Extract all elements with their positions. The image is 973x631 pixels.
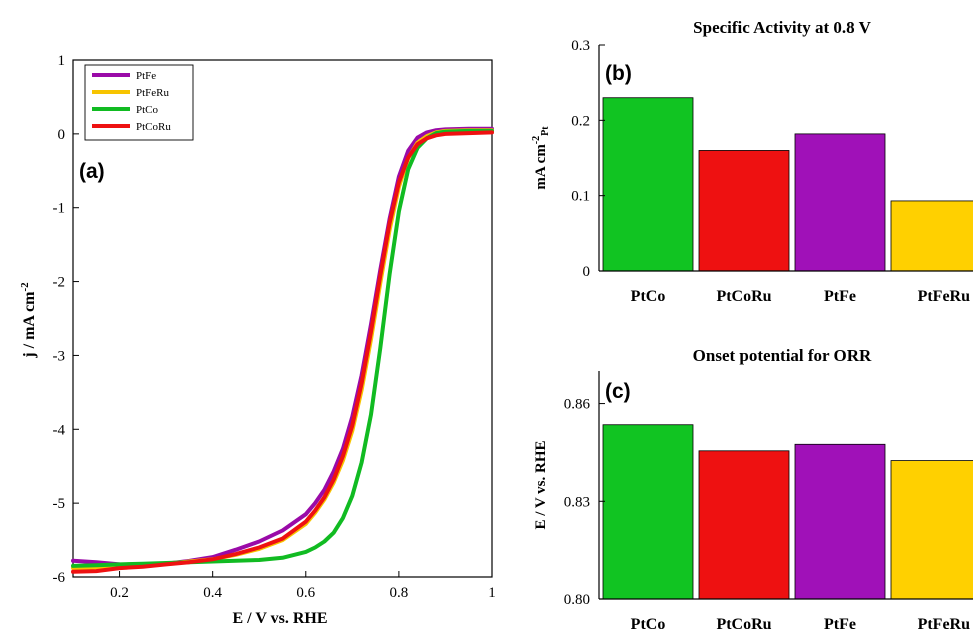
x-axis-title-a: E / V vs. RHE: [233, 610, 328, 627]
y-axis-title-b-sup: -2: [531, 136, 542, 144]
x-tick-labels-c: PtCo PtCoRu PtFe PtFeRu: [631, 616, 970, 631]
legend-label: PtCo: [136, 104, 159, 116]
x-tick-label: PtCo: [631, 616, 666, 631]
panel-c-bar-chart: Onset potential for ORR 0.80 0.83 0.86 PtC…: [533, 346, 973, 631]
x-tick-label: PtCo: [631, 288, 666, 305]
x-tick-label: 0.8: [390, 585, 409, 601]
bar-ptferu: [890, 460, 973, 600]
legend-label: PtFe: [136, 70, 156, 82]
y-tick-label: 0.86: [564, 397, 591, 413]
y-tick-label: -6: [53, 570, 66, 586]
x-tick-labels-b: PtCo PtCoRu PtFe PtFeRu: [631, 288, 970, 305]
chart-title-b: Specific Activity at 0.8 V: [693, 18, 871, 37]
x-tick-label: 0.6: [296, 585, 315, 601]
panel-label-b: (b): [605, 62, 632, 85]
bars-b: [602, 97, 973, 272]
x-tick-label: PtCoRu: [716, 616, 771, 631]
y-tick-label: -2: [53, 275, 66, 291]
bars-c: [602, 424, 973, 600]
y-tick-label: 0.2: [571, 113, 590, 129]
series-line-ptferu: [71, 128, 494, 571]
y-tick-label: 0: [58, 127, 66, 143]
series-line-ptfe: [71, 126, 494, 568]
y-axis-title-b-sub: Pt: [540, 126, 551, 136]
bar-ptco: [602, 424, 694, 600]
y-axis-title-a: j / mA cm-2: [19, 282, 38, 359]
x-tick-label: 1: [488, 585, 496, 601]
bar-ptco: [602, 97, 694, 272]
series-line-ptco: [71, 128, 494, 568]
y-tick-label: -4: [53, 422, 66, 438]
y-tick-label: -5: [53, 496, 66, 512]
series-lines-a: [71, 126, 494, 574]
y-tick-label: 0: [583, 264, 591, 280]
panel-a-line-chart: 0.2 0.4 0.6 0.8 1 1 0 -1 -2 -3 -4 -5 -6 (a) E / V v…: [19, 53, 496, 627]
bar-ptfe: [794, 443, 886, 600]
y-ticks-c: 0.80 0.83 0.86: [564, 397, 605, 608]
legend-label: PtCoRu: [136, 121, 171, 133]
panel-label-c: (c): [605, 380, 631, 403]
x-tick-label: PtCoRu: [716, 288, 771, 305]
bar-ptfe: [794, 133, 886, 272]
x-tick-label: PtFe: [824, 288, 856, 305]
y-axis-title-a-main: j / mA cm: [21, 291, 38, 359]
legend-a: PtFe PtFeRu PtCo PtCoRu: [84, 64, 194, 141]
panel-b-bar-chart: Specific Activity at 0.8 V 0 0.1 0.2 0.3 Pt…: [531, 18, 973, 305]
y-tick-label: 0.83: [564, 494, 590, 510]
x-tick-label: 0.2: [110, 585, 129, 601]
y-axis-title-c: E / V vs. RHE: [533, 440, 549, 529]
legend-entries-a: PtFe PtFeRu PtCo PtCoRu: [92, 70, 171, 133]
chart-title-c: Onset potential for ORR: [693, 346, 872, 365]
x-tick-label: PtFe: [824, 616, 856, 631]
y-tick-label: 1: [58, 53, 66, 69]
bar-ptcoru: [698, 150, 790, 272]
y-tick-label: 0.1: [571, 189, 590, 205]
y-ticks-a: 1 0 -1 -2 -3 -4 -5 -6: [53, 53, 79, 586]
y-axis-title-b: mA cm-2Pt: [531, 126, 551, 190]
y-ticks-b: 0 0.1 0.2 0.3: [571, 38, 605, 280]
legend-label: PtFeRu: [136, 87, 170, 99]
y-tick-label: 0.80: [564, 592, 590, 608]
y-axis-title-b-main: mA cm: [533, 144, 549, 190]
y-axis-title-a-sup: -2: [19, 282, 31, 292]
y-tick-label: -1: [53, 201, 66, 217]
x-ticks-a: 0.2 0.4 0.6 0.8 1: [110, 571, 496, 601]
bar-ptferu: [890, 200, 973, 272]
series-line-ptcoru: [71, 130, 494, 574]
panel-label-a: (a): [79, 160, 105, 183]
y-tick-label: 0.3: [571, 38, 590, 54]
x-tick-label: PtFeRu: [918, 288, 971, 305]
x-tick-label: 0.4: [203, 585, 222, 601]
x-tick-label: PtFeRu: [918, 616, 971, 631]
plot-frame-a: [72, 59, 493, 578]
bar-ptcoru: [698, 450, 790, 600]
y-tick-label: -3: [53, 348, 66, 364]
